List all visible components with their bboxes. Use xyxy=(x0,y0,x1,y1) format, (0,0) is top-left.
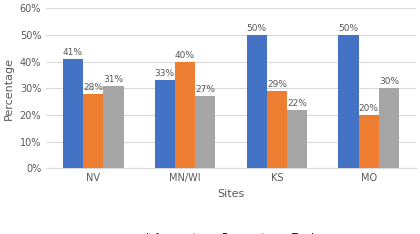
X-axis label: Sites: Sites xyxy=(217,189,244,199)
Text: 40%: 40% xyxy=(175,51,195,60)
Text: 22%: 22% xyxy=(287,99,307,108)
Bar xyxy=(379,88,399,168)
Text: 20%: 20% xyxy=(359,104,379,113)
Bar xyxy=(267,91,287,168)
Bar xyxy=(83,94,103,168)
Bar xyxy=(359,115,379,168)
Bar xyxy=(63,59,83,168)
Text: 29%: 29% xyxy=(267,80,287,89)
Bar xyxy=(103,86,123,168)
Text: 30%: 30% xyxy=(379,77,399,86)
Legend: Infrequent, Frequent, Truckers: Infrequent, Frequent, Truckers xyxy=(127,230,335,234)
Text: 50%: 50% xyxy=(339,24,359,33)
Text: 41%: 41% xyxy=(63,48,83,57)
Text: 50%: 50% xyxy=(247,24,267,33)
Bar xyxy=(287,110,307,168)
Bar xyxy=(195,96,215,168)
Bar xyxy=(155,80,175,168)
Bar xyxy=(175,62,195,168)
Text: 27%: 27% xyxy=(195,85,215,95)
Y-axis label: Percentage: Percentage xyxy=(4,57,14,120)
Text: 33%: 33% xyxy=(155,69,175,78)
Text: 31%: 31% xyxy=(103,75,123,84)
Bar xyxy=(339,35,359,168)
Text: 28%: 28% xyxy=(83,83,103,92)
Bar xyxy=(247,35,267,168)
